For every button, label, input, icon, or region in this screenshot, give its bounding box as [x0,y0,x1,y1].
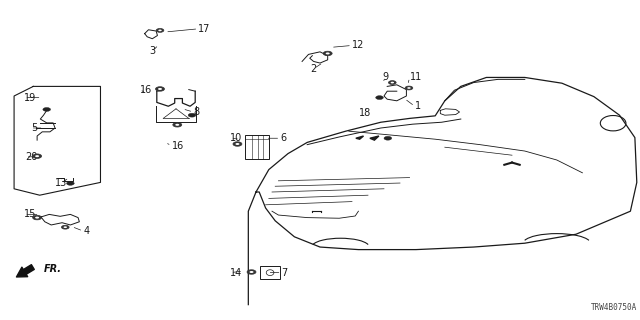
Circle shape [250,271,253,273]
Circle shape [175,124,179,126]
Text: 18: 18 [358,108,371,118]
Circle shape [384,136,392,140]
Text: 2: 2 [310,64,317,74]
Text: FR.: FR. [44,264,61,274]
Text: 4: 4 [83,226,90,236]
Circle shape [158,88,162,90]
Bar [245,135,269,159]
Circle shape [63,226,67,228]
Circle shape [33,154,42,158]
Circle shape [156,87,164,91]
Circle shape [67,181,74,185]
Text: 11: 11 [410,72,422,83]
FancyArrowPatch shape [17,265,35,277]
Circle shape [405,86,413,90]
Text: 1: 1 [415,101,421,111]
Text: 6: 6 [280,133,287,143]
Circle shape [188,113,196,117]
Circle shape [323,51,332,56]
Circle shape [158,29,162,31]
Circle shape [43,108,51,111]
Text: 9: 9 [383,72,389,83]
Text: 8: 8 [193,107,200,117]
Circle shape [407,87,411,89]
Bar [260,266,280,279]
Circle shape [376,96,383,100]
Text: 19: 19 [24,92,36,103]
Text: 16: 16 [172,140,184,151]
Text: 15: 15 [24,209,36,220]
Circle shape [388,81,396,84]
Text: 16: 16 [140,84,152,95]
Text: 14: 14 [230,268,243,278]
Polygon shape [370,136,379,140]
Circle shape [173,123,182,127]
Polygon shape [356,136,364,139]
Circle shape [390,82,394,84]
Text: 5: 5 [31,123,37,133]
Circle shape [247,270,256,274]
Text: 12: 12 [352,40,364,51]
Circle shape [156,28,164,32]
Text: TRW4B0750A: TRW4B0750A [591,303,637,312]
Circle shape [61,225,69,229]
Circle shape [35,155,39,157]
Text: 7: 7 [282,268,288,278]
Circle shape [233,142,242,146]
Text: 20: 20 [26,152,38,162]
Text: 17: 17 [198,24,211,34]
Text: 10: 10 [230,133,243,143]
Text: 13: 13 [55,178,68,188]
Circle shape [236,143,239,145]
Circle shape [326,52,330,54]
Circle shape [33,215,42,220]
Text: 3: 3 [149,46,156,56]
Circle shape [35,217,39,219]
